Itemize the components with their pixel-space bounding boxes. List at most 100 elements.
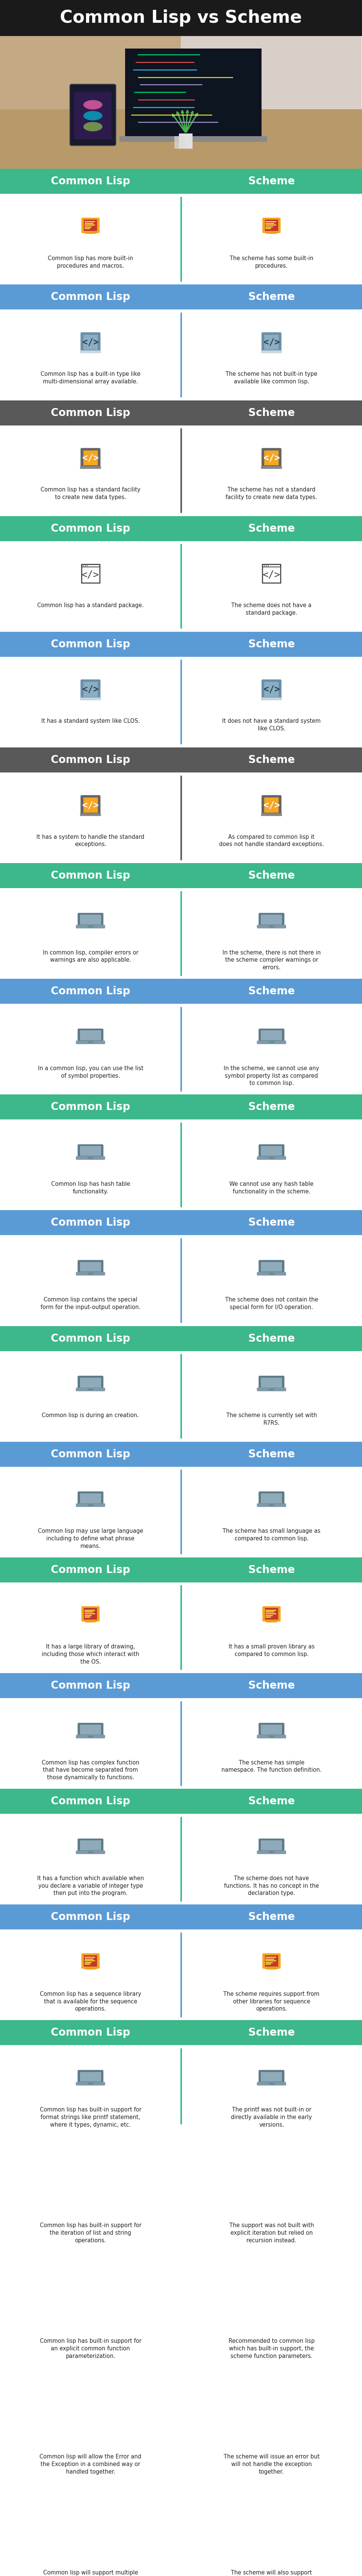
Bar [265,219,278,232]
Bar [0,399,362,425]
Bar [0,425,362,515]
Bar [80,2419,101,2429]
FancyBboxPatch shape [257,2429,286,2432]
FancyBboxPatch shape [262,1953,281,1968]
FancyBboxPatch shape [261,796,282,814]
Text: Scheme: Scheme [248,2259,295,2269]
Bar [0,1350,362,1443]
FancyBboxPatch shape [80,796,101,814]
Bar [80,1494,101,1502]
Text: Scheme: Scheme [248,1448,295,1461]
Text: Scheme: Scheme [248,987,295,997]
Text: Common Lisp: Common Lisp [51,2491,130,2501]
Bar [80,1030,101,1041]
Text: Common lisp has complex function
that have become separated from
those dynamical: Common lisp has complex function that ha… [42,1759,139,1780]
Bar [80,1262,101,1273]
Bar [0,309,362,399]
FancyBboxPatch shape [257,2545,286,2548]
FancyBboxPatch shape [261,350,282,353]
Text: We cannot use any hash table
functionality in the scheme.: We cannot use any hash table functionali… [230,1182,313,1195]
Text: </>: </> [263,801,280,809]
Text: Common Lisp: Common Lisp [51,1911,130,1922]
Text: Common lisp has built-in support for
the iteration of list and string
operations: Common lisp has built-in support for the… [39,2223,142,2244]
FancyBboxPatch shape [80,680,101,698]
Bar [0,889,362,979]
Bar [261,1378,282,1388]
Ellipse shape [83,111,102,121]
Bar [0,1558,362,1582]
Text: </>: </> [81,569,100,580]
Bar [179,134,193,149]
Text: Common lisp has more built-in
procedures and macros.: Common lisp has more built-in procedures… [48,255,133,268]
Text: Common Lisp: Common Lisp [51,1680,130,1690]
Text: The scheme will issue an error but
will not handle the exception
together.: The scheme will issue an error but will … [223,2455,320,2476]
FancyBboxPatch shape [77,2532,104,2545]
Bar [0,979,362,1005]
Text: The scheme will also support
multiple values.: The scheme will also support multiple va… [231,2571,312,2576]
FancyBboxPatch shape [258,1839,285,1852]
FancyBboxPatch shape [258,1260,285,1273]
Bar [0,283,362,309]
Text: The printf was not built-in or
directly available in the early
versions.: The printf was not built-in or directly … [231,2107,312,2128]
Text: The scheme does not contain the
special form for I/O operation.: The scheme does not contain the special … [225,1296,318,1311]
Text: Common Lisp: Common Lisp [51,1103,130,1113]
Text: </>: </> [82,337,99,348]
FancyBboxPatch shape [257,2313,286,2316]
FancyBboxPatch shape [257,2197,286,2202]
Text: As compared to common lisp it
does not handle standard exceptions.: As compared to common lisp it does not h… [219,835,324,848]
FancyBboxPatch shape [261,448,282,469]
Bar [0,36,181,170]
Text: Common lisp will support multiple
values.: Common lisp will support multiple values… [43,2571,138,2576]
Bar [264,799,279,811]
Bar [0,773,362,863]
FancyBboxPatch shape [261,680,282,698]
Bar [0,541,362,631]
FancyBboxPatch shape [261,466,282,469]
Bar [0,1788,362,1814]
Text: Common Lisp: Common Lisp [51,1334,130,1345]
Text: The support was not built with
explicit iteration but relied on
recursion instea: The support was not built with explicit … [229,2223,314,2244]
Bar [125,49,262,137]
Text: It has a function which available when
you declare a variable of integer type
th: It has a function which available when y… [37,1875,144,1896]
Text: Scheme: Scheme [248,1911,295,1922]
Bar [0,657,362,747]
Text: Scheme: Scheme [248,2375,295,2385]
FancyBboxPatch shape [257,2081,286,2087]
Bar [261,1030,282,1041]
Text: Scheme: Scheme [248,407,295,417]
Bar [0,1672,362,1698]
Bar [0,2020,362,2045]
Text: Scheme: Scheme [248,523,295,533]
Text: Common Lisp: Common Lisp [51,2027,130,2038]
Bar [0,863,362,889]
Text: Recommended to common lisp
which has built-in support, the
scheme function param: Recommended to common lisp which has bui… [228,2339,315,2360]
Bar [81,564,100,567]
FancyBboxPatch shape [76,1388,105,1391]
Text: Scheme: Scheme [248,2143,295,2154]
Text: Common Lisp: Common Lisp [51,639,130,649]
Text: Scheme: Scheme [248,1103,295,1113]
Ellipse shape [83,121,102,131]
FancyBboxPatch shape [76,1504,105,1507]
Bar [261,1494,282,1502]
Text: Common lisp may use large language
including to define what phrase
means.: Common lisp may use large language inclu… [38,1528,143,1548]
FancyBboxPatch shape [81,1953,100,1968]
Bar [84,1955,97,1965]
Bar [83,799,98,811]
Bar [261,2419,282,2429]
Bar [83,335,98,350]
Bar [0,1327,362,1350]
FancyBboxPatch shape [262,1607,281,1620]
FancyBboxPatch shape [76,1850,105,1855]
Text: It has a small proven library as
compared to common lisp.: It has a small proven library as compare… [228,1643,315,1656]
Bar [174,137,185,149]
Bar [0,1443,362,1466]
Bar [265,1955,278,1965]
Bar [261,1262,282,1273]
Bar [0,1236,362,1327]
FancyBboxPatch shape [257,925,286,927]
FancyBboxPatch shape [76,1041,105,1043]
Text: </>: </> [263,453,280,464]
Bar [0,2277,362,2367]
FancyBboxPatch shape [76,925,105,927]
